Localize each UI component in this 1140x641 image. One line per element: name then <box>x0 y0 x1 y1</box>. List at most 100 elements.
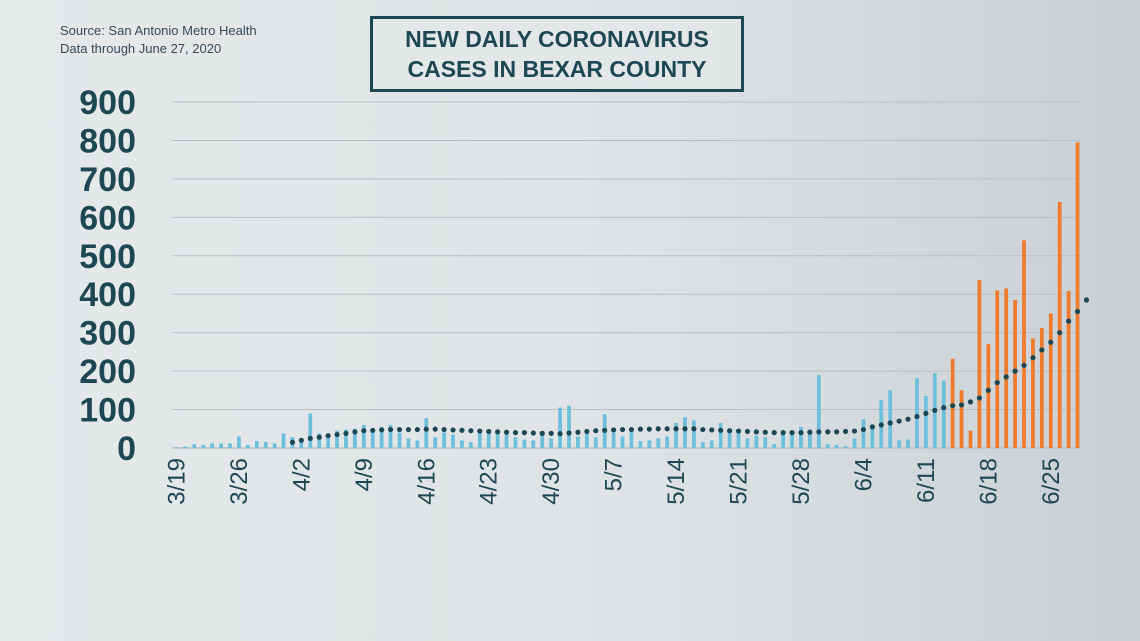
bar <box>201 444 206 448</box>
bar <box>816 374 821 448</box>
y-tick-label: 100 <box>79 392 136 430</box>
bars <box>174 142 1080 448</box>
bar <box>941 380 946 448</box>
x-tick-label: 3/26 <box>226 458 253 505</box>
trend-dot <box>762 429 768 435</box>
trend-dot <box>602 427 608 433</box>
bar <box>825 444 830 448</box>
trend-dot <box>539 430 545 436</box>
trend-dot <box>914 413 920 420</box>
y-tick-label: 200 <box>79 353 136 391</box>
trend-dot <box>495 429 501 435</box>
trend-dot <box>530 430 536 436</box>
trend-dot <box>423 426 429 432</box>
bar <box>460 440 464 448</box>
bar <box>977 279 982 448</box>
trend-dot <box>718 427 724 433</box>
bar <box>415 440 420 448</box>
bar <box>433 437 438 448</box>
bar <box>308 413 313 448</box>
trend-dot <box>646 426 652 432</box>
bar <box>727 430 732 448</box>
bar <box>781 432 786 448</box>
bar <box>736 431 741 448</box>
bar <box>353 428 357 448</box>
trend-dot <box>1021 362 1027 368</box>
bar <box>1031 338 1035 448</box>
bar <box>754 435 759 448</box>
bar <box>522 439 527 448</box>
bar <box>700 442 705 448</box>
bar <box>183 446 188 448</box>
x-tick-label: 5/21 <box>726 458 753 505</box>
trend-dot <box>325 433 331 439</box>
x-tick-label: 4/16 <box>413 458 440 505</box>
bar <box>558 407 562 448</box>
trend-dot <box>352 429 358 435</box>
trend-dot <box>932 407 938 413</box>
gridlines <box>172 101 1082 449</box>
trend-dot <box>459 427 465 433</box>
x-tick-label: 5/28 <box>788 458 815 505</box>
bar <box>629 428 634 448</box>
bar <box>174 447 179 448</box>
bar <box>870 424 875 448</box>
x-tick-label: 3/19 <box>163 458 190 505</box>
x-tick-label: 6/4 <box>850 458 877 491</box>
trend-dot <box>789 430 795 436</box>
bar <box>888 390 893 448</box>
bar <box>245 444 250 448</box>
bar <box>263 441 268 448</box>
trend-dots <box>289 297 1090 445</box>
trend-dot <box>370 427 376 433</box>
trend-dot <box>807 429 813 435</box>
trend-dot <box>566 430 572 436</box>
trend-dot <box>1003 374 1009 380</box>
bar <box>1066 291 1071 448</box>
trend-dot <box>860 426 867 433</box>
trend-dot <box>682 426 688 432</box>
bar <box>424 418 429 448</box>
trend-dot <box>307 435 313 441</box>
trend-dot <box>923 410 929 416</box>
x-tick-label: 4/23 <box>476 458 503 505</box>
y-tick-label: 900 <box>79 84 136 122</box>
trend-dot <box>387 426 394 433</box>
trend-dot <box>869 424 875 430</box>
trend-dot <box>994 380 1000 386</box>
x-tick-label: 5/14 <box>663 458 690 505</box>
trend-dot <box>816 429 822 435</box>
bar <box>799 426 803 448</box>
trend-dot <box>851 428 858 434</box>
trend-dot <box>521 430 528 436</box>
trend-dot <box>405 426 412 433</box>
trend-dot <box>468 428 474 434</box>
trend-dot <box>967 399 974 405</box>
trend-dot <box>503 429 510 435</box>
data-date-line: Data through June 27, 2020 <box>60 41 222 56</box>
trend-dot <box>905 416 911 422</box>
trend-dot <box>1012 368 1018 374</box>
bar <box>915 378 919 448</box>
trend-dot <box>887 420 893 426</box>
trend-dot <box>361 428 367 434</box>
y-tick-label: 400 <box>79 276 136 314</box>
bar <box>1004 288 1009 448</box>
trend-dot <box>1030 355 1036 361</box>
bar <box>344 429 348 448</box>
bar <box>968 430 973 448</box>
trend-dot <box>575 429 581 435</box>
x-tick-label: 4/9 <box>351 458 378 491</box>
y-tick-label: 300 <box>79 315 136 353</box>
trend-dot <box>441 426 447 433</box>
bar <box>237 436 241 448</box>
bar <box>1013 299 1017 448</box>
trend-dot <box>414 426 420 433</box>
bar <box>620 436 625 448</box>
trend-dot <box>1066 318 1072 324</box>
trend-dot <box>798 430 804 436</box>
bar <box>228 443 232 448</box>
trend-dot <box>628 426 635 433</box>
